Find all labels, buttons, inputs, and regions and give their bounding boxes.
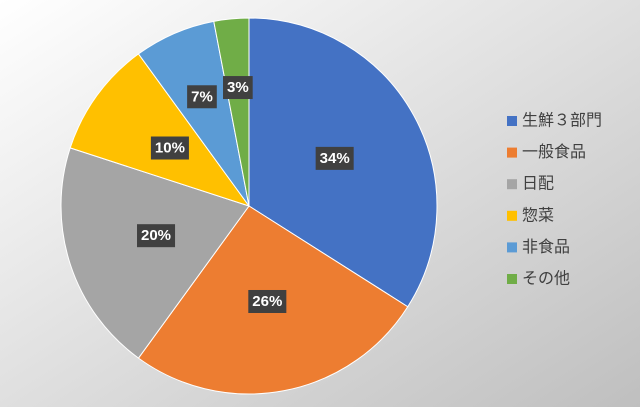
legend-label: その他 (522, 269, 570, 288)
data-label: 34% (320, 150, 350, 167)
data-label: 3% (227, 79, 249, 96)
legend-swatch (507, 147, 517, 158)
legend-swatch (507, 242, 517, 253)
legend-label: 日配 (522, 174, 554, 193)
legend-label: 生鮮３部門 (522, 111, 602, 130)
data-labels: 34% 26% 20% 10% 7% 3% (137, 76, 354, 313)
legend-swatch (507, 116, 517, 126)
data-label-box (315, 146, 354, 170)
data-label: 10% (155, 140, 185, 157)
legend-label: 惣菜 (522, 205, 554, 224)
legend-swatch (507, 274, 517, 284)
pie (60, 17, 438, 395)
data-label: 7% (191, 88, 213, 105)
data-label-box (223, 76, 253, 100)
data-label-box (187, 85, 217, 109)
data-label: 20% (141, 227, 171, 244)
legend-swatch (507, 210, 517, 221)
data-label-box (248, 289, 287, 313)
pie-slice (60, 147, 250, 359)
data-label-box (150, 136, 189, 160)
legend-swatch (507, 179, 517, 190)
legend-label: 一般食品 (522, 142, 586, 161)
pie-slice (69, 53, 251, 207)
legend-label: 非食品 (522, 237, 570, 256)
data-label-box (137, 224, 176, 248)
data-label: 26% (252, 293, 282, 310)
pie-slice (213, 17, 250, 207)
